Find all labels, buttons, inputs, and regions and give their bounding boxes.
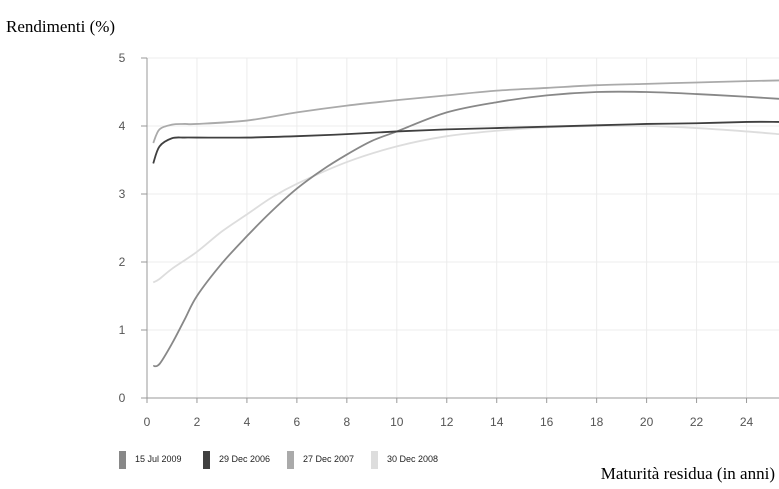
x-tick-label: 24 [740, 415, 754, 429]
y-tick-label: 4 [119, 119, 126, 133]
x-tick-label: 16 [540, 415, 554, 429]
legend-swatch [287, 451, 294, 469]
chart-legend: 15 Jul 2009 29 Dec 2006 27 Dec 2007 30 Dec … [119, 451, 438, 469]
legend-swatch [119, 451, 126, 469]
legend-swatch [203, 451, 210, 469]
legend-label: 30 Dec 2008 [387, 454, 438, 464]
x-tick-label: 2 [194, 415, 201, 429]
series-line [152, 79, 779, 144]
x-tick-label: 8 [343, 415, 350, 429]
series-line [152, 90, 779, 368]
x-tick-label: 22 [690, 415, 704, 429]
legend-label: 15 Jul 2009 [135, 454, 182, 464]
y-tick-label: 5 [119, 51, 126, 65]
x-tick-label: 6 [294, 415, 301, 429]
legend-label: 27 Dec 2007 [303, 454, 354, 464]
x-axis-title: Maturità residua (in anni) [600, 464, 775, 483]
x-tick-label: 14 [490, 415, 504, 429]
chart-grid [146, 57, 779, 399]
y-tick-label: 3 [119, 187, 126, 201]
x-tick-label: 20 [640, 415, 654, 429]
x-tick-label: 12 [440, 415, 454, 429]
y-tick-label: 0 [119, 391, 126, 405]
y-tick-label: 1 [119, 323, 126, 337]
x-tick-label: 18 [590, 415, 604, 429]
legend-swatch [371, 451, 378, 469]
x-tick-label: 0 [144, 415, 151, 429]
series-line [152, 124, 779, 284]
x-tick-label: 4 [244, 415, 251, 429]
y-tick-label: 2 [119, 255, 126, 269]
legend-label: 29 Dec 2006 [219, 454, 270, 464]
x-tick-label: 10 [390, 415, 404, 429]
y-axis-title: Rendimenti (%) [6, 17, 116, 36]
series-line [152, 120, 779, 164]
chart-series [152, 79, 779, 368]
